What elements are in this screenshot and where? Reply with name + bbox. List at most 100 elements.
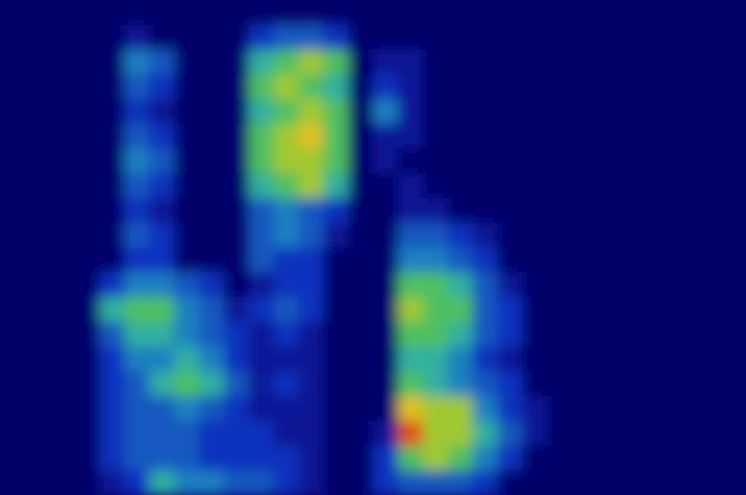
cell	[721, 347, 746, 372]
cell	[25, 347, 50, 372]
cell	[472, 50, 497, 75]
cell	[398, 0, 423, 25]
cell	[149, 50, 174, 75]
cell	[298, 347, 323, 372]
cell	[75, 173, 100, 198]
cell	[50, 446, 75, 471]
cell	[199, 347, 224, 372]
cell	[298, 99, 323, 124]
cell	[572, 198, 597, 223]
cell	[298, 272, 323, 297]
cell	[323, 248, 348, 273]
cell	[249, 25, 274, 50]
cell	[0, 50, 25, 75]
cell	[224, 272, 249, 297]
cell	[423, 446, 448, 471]
cell	[50, 50, 75, 75]
cell	[199, 198, 224, 223]
cell	[298, 248, 323, 273]
cell	[547, 173, 572, 198]
cell	[647, 371, 672, 396]
cell	[50, 173, 75, 198]
cell	[373, 99, 398, 124]
cell	[174, 124, 199, 149]
cell	[25, 198, 50, 223]
cell	[50, 396, 75, 421]
cell	[522, 99, 547, 124]
cell	[25, 173, 50, 198]
cell	[99, 396, 124, 421]
cell	[398, 124, 423, 149]
cell	[696, 297, 721, 322]
cell	[622, 99, 647, 124]
cell	[696, 223, 721, 248]
cell	[671, 0, 696, 25]
cell	[472, 74, 497, 99]
cell	[472, 272, 497, 297]
cell	[398, 74, 423, 99]
cell	[323, 25, 348, 50]
cell	[149, 198, 174, 223]
cell	[124, 396, 149, 421]
cell	[622, 470, 647, 495]
cell	[423, 272, 448, 297]
cell	[249, 272, 274, 297]
cell	[572, 297, 597, 322]
cell	[274, 198, 299, 223]
cell	[348, 272, 373, 297]
cell	[25, 396, 50, 421]
cell	[323, 322, 348, 347]
cell	[522, 223, 547, 248]
cell	[721, 470, 746, 495]
cell	[298, 446, 323, 471]
cell	[224, 297, 249, 322]
cell	[323, 446, 348, 471]
cell	[472, 198, 497, 223]
cell	[622, 371, 647, 396]
cell	[373, 124, 398, 149]
cell	[0, 173, 25, 198]
cell	[398, 173, 423, 198]
cell	[423, 396, 448, 421]
cell	[671, 396, 696, 421]
cell	[99, 371, 124, 396]
cell	[647, 74, 672, 99]
cell	[696, 322, 721, 347]
cell	[373, 421, 398, 446]
cell	[224, 99, 249, 124]
cell	[0, 470, 25, 495]
cell	[348, 421, 373, 446]
cell	[348, 371, 373, 396]
cell	[671, 446, 696, 471]
cell	[398, 396, 423, 421]
cell	[25, 297, 50, 322]
cell	[448, 198, 473, 223]
cell	[99, 347, 124, 372]
cell	[497, 124, 522, 149]
cell	[622, 0, 647, 25]
cell	[721, 99, 746, 124]
cell	[174, 223, 199, 248]
cell	[472, 99, 497, 124]
cell	[323, 421, 348, 446]
cell	[0, 124, 25, 149]
cell	[0, 396, 25, 421]
cell	[622, 25, 647, 50]
cell	[472, 396, 497, 421]
cell	[274, 0, 299, 25]
cell	[224, 470, 249, 495]
cell	[274, 124, 299, 149]
cell	[572, 223, 597, 248]
cell	[25, 371, 50, 396]
cell	[99, 470, 124, 495]
cell	[696, 396, 721, 421]
cell	[224, 74, 249, 99]
cell	[671, 149, 696, 174]
cell	[25, 124, 50, 149]
cell	[348, 446, 373, 471]
cell	[124, 124, 149, 149]
cell	[199, 371, 224, 396]
cell	[423, 371, 448, 396]
cell	[274, 50, 299, 75]
cell	[522, 297, 547, 322]
